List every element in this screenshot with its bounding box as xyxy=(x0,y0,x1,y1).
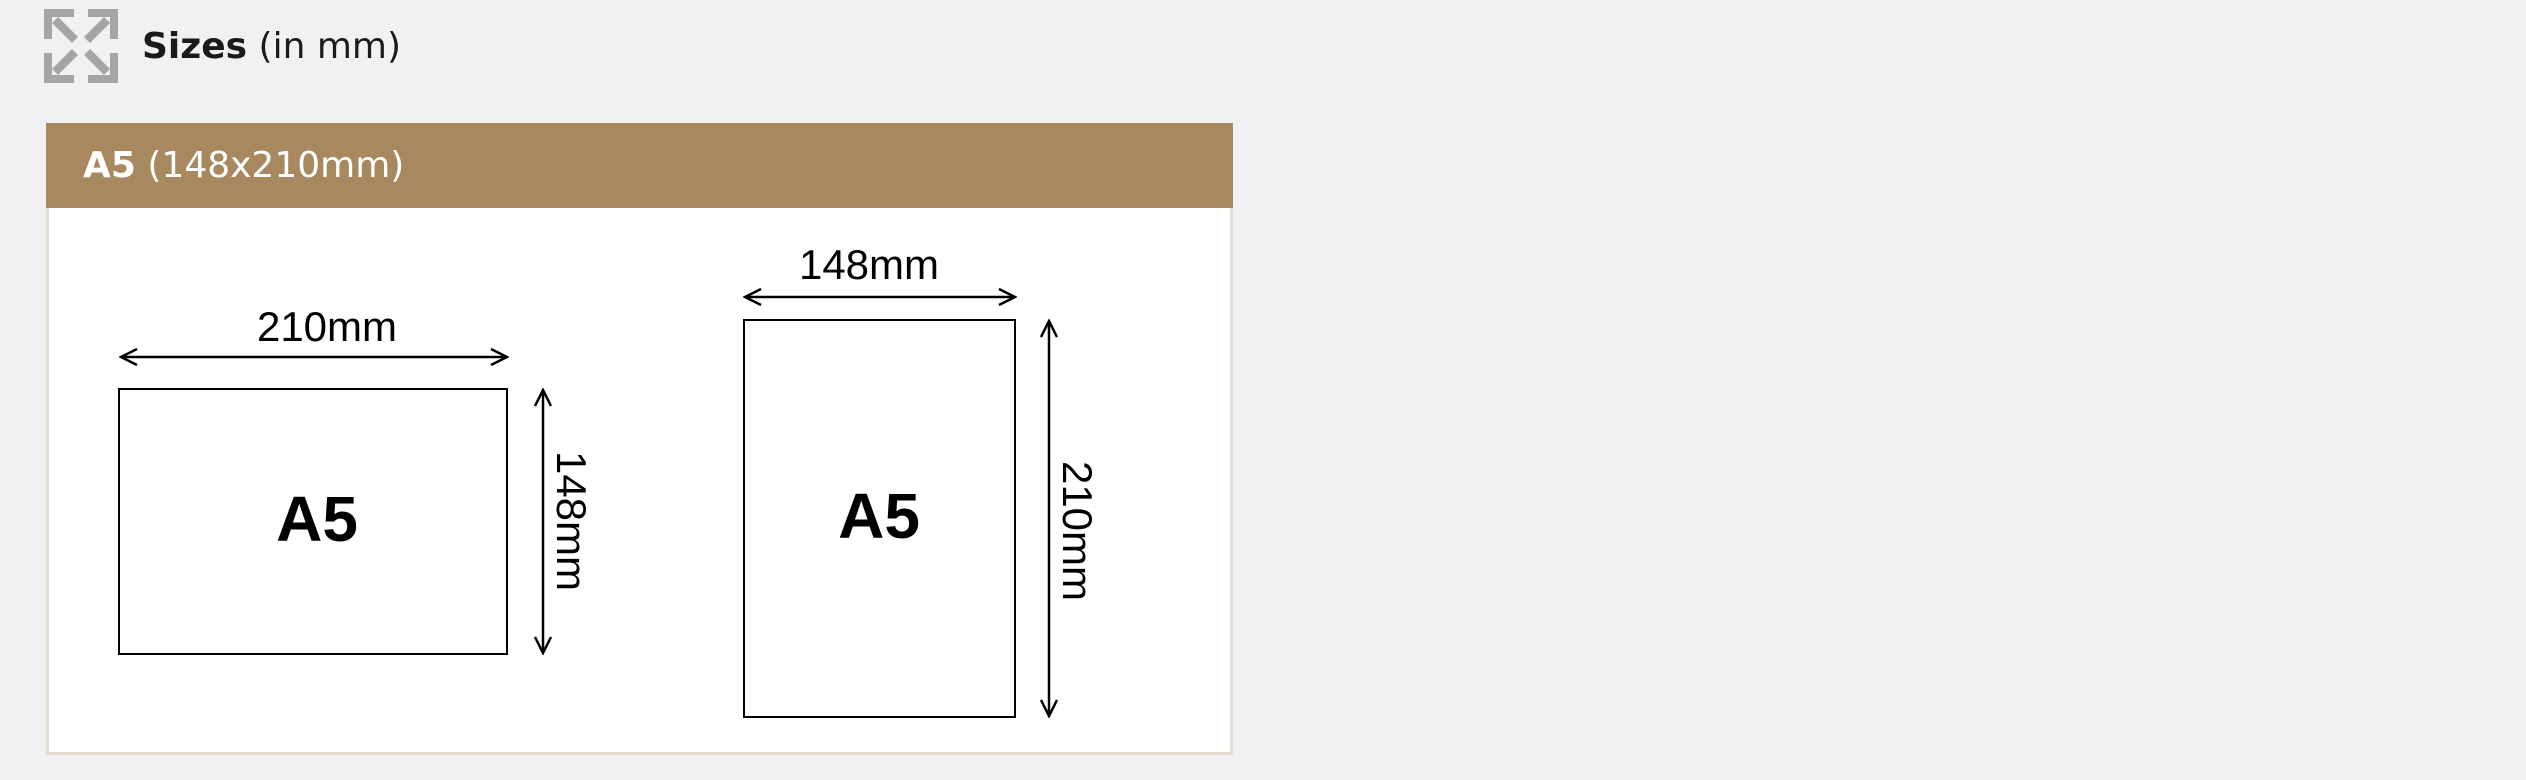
card-title-rest: (148x210mm) xyxy=(135,145,405,186)
landscape-sheet: 210mm A5 148mm xyxy=(118,303,595,655)
portrait-sheet: 148mm A5 210mm xyxy=(743,241,1101,718)
card-title-strong: A5 xyxy=(83,145,136,186)
portrait-height-label: 210mm xyxy=(1054,461,1101,601)
card-header: A5 (148x210mm) xyxy=(46,123,1233,208)
landscape-width-label: 210mm xyxy=(257,303,397,350)
landscape-page-label: A5 xyxy=(276,483,358,555)
size-card: A5 (148x210mm) 210mm A5 148mm 148mm A5 2… xyxy=(46,123,1233,755)
portrait-width-label: 148mm xyxy=(799,241,939,288)
card-title: A5 (148x210mm) xyxy=(83,145,404,186)
landscape-height-label: 148mm xyxy=(548,451,595,591)
expand-arrows-icon xyxy=(44,9,118,83)
portrait-page-label: A5 xyxy=(838,480,920,552)
section-header: Sizes (in mm) xyxy=(44,8,401,84)
section-title-rest: (in mm) xyxy=(247,25,402,67)
section-title-strong: Sizes xyxy=(142,25,248,67)
section-title: Sizes (in mm) xyxy=(142,26,401,67)
portrait-page xyxy=(743,319,1016,718)
size-diagram: 210mm A5 148mm 148mm A5 210mm xyxy=(118,241,1101,718)
landscape-page xyxy=(118,388,508,655)
